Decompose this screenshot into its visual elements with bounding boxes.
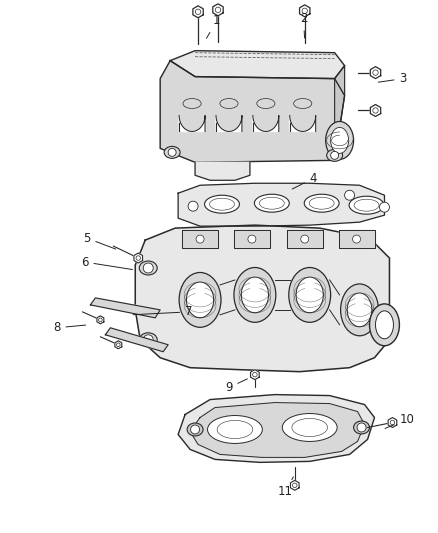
Ellipse shape [234, 268, 276, 322]
Polygon shape [178, 183, 385, 226]
Circle shape [143, 335, 153, 345]
Polygon shape [253, 116, 279, 132]
Polygon shape [234, 230, 270, 248]
Ellipse shape [283, 414, 337, 441]
Ellipse shape [327, 149, 343, 161]
Ellipse shape [187, 423, 203, 436]
Ellipse shape [349, 196, 384, 214]
Text: 11: 11 [278, 477, 293, 498]
Polygon shape [388, 417, 397, 427]
Polygon shape [195, 163, 250, 180]
Ellipse shape [353, 421, 370, 434]
Circle shape [331, 151, 339, 159]
Circle shape [379, 202, 389, 212]
Polygon shape [370, 67, 381, 78]
Polygon shape [160, 61, 345, 163]
Polygon shape [90, 298, 160, 318]
Ellipse shape [347, 293, 372, 327]
Polygon shape [213, 4, 223, 16]
Text: 4: 4 [292, 172, 317, 189]
Polygon shape [300, 5, 310, 17]
Ellipse shape [205, 195, 240, 213]
Ellipse shape [139, 333, 157, 347]
Text: 6: 6 [81, 255, 133, 270]
Polygon shape [115, 341, 122, 349]
Ellipse shape [254, 194, 289, 212]
Polygon shape [179, 116, 205, 132]
Text: 2: 2 [300, 12, 307, 38]
Polygon shape [370, 104, 381, 117]
Ellipse shape [164, 147, 180, 158]
Circle shape [188, 201, 198, 211]
Ellipse shape [208, 416, 262, 443]
Ellipse shape [341, 284, 378, 336]
Polygon shape [193, 6, 203, 18]
Ellipse shape [331, 127, 349, 154]
Polygon shape [182, 230, 218, 248]
Ellipse shape [241, 277, 268, 313]
Ellipse shape [179, 272, 221, 327]
Circle shape [301, 235, 309, 243]
Circle shape [248, 235, 256, 243]
Circle shape [143, 263, 153, 273]
Circle shape [196, 235, 204, 243]
Text: 8: 8 [53, 321, 86, 334]
Circle shape [345, 190, 355, 200]
Circle shape [168, 148, 176, 156]
Ellipse shape [326, 122, 353, 159]
Polygon shape [290, 480, 299, 490]
Polygon shape [339, 230, 374, 248]
Polygon shape [134, 253, 143, 263]
Ellipse shape [139, 261, 157, 275]
Polygon shape [97, 316, 104, 324]
Polygon shape [106, 328, 168, 352]
Ellipse shape [370, 304, 399, 346]
Circle shape [353, 235, 360, 243]
Polygon shape [190, 402, 364, 457]
Polygon shape [135, 225, 389, 372]
Text: 3: 3 [378, 72, 407, 85]
Polygon shape [251, 370, 259, 379]
Text: 5: 5 [83, 232, 116, 249]
Text: 10: 10 [385, 413, 414, 429]
Polygon shape [290, 116, 316, 132]
Text: 7: 7 [133, 305, 193, 318]
Polygon shape [170, 51, 345, 78]
Circle shape [191, 425, 200, 434]
Ellipse shape [304, 194, 339, 212]
Text: 1: 1 [206, 14, 220, 38]
Ellipse shape [375, 311, 393, 339]
Polygon shape [216, 116, 242, 132]
Circle shape [357, 423, 366, 432]
Polygon shape [178, 394, 374, 462]
Ellipse shape [289, 268, 331, 322]
Text: 9: 9 [225, 379, 247, 394]
Polygon shape [335, 66, 345, 160]
Ellipse shape [187, 282, 214, 318]
Polygon shape [287, 230, 323, 248]
Ellipse shape [296, 277, 323, 313]
